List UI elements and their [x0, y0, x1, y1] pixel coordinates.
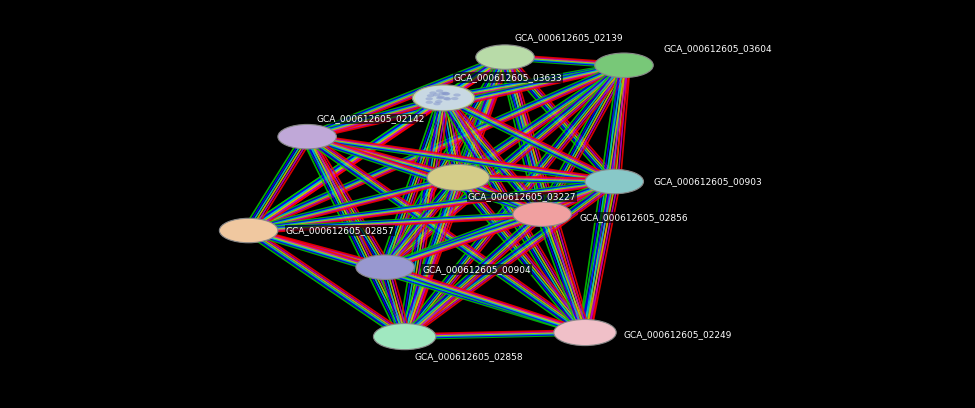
- Circle shape: [476, 45, 534, 69]
- Circle shape: [219, 218, 278, 243]
- Circle shape: [356, 255, 414, 279]
- Circle shape: [442, 92, 449, 95]
- Circle shape: [425, 97, 433, 100]
- Circle shape: [435, 100, 443, 103]
- Circle shape: [429, 91, 437, 95]
- Text: GCA_000612605_03633: GCA_000612605_03633: [453, 73, 563, 82]
- Circle shape: [444, 98, 451, 100]
- Text: GCA_000612605_02249: GCA_000612605_02249: [624, 330, 732, 339]
- Text: GCA_000612605_03604: GCA_000612605_03604: [663, 44, 771, 53]
- Circle shape: [439, 92, 447, 95]
- Circle shape: [433, 93, 441, 96]
- Text: GCA_000612605_02857: GCA_000612605_02857: [286, 226, 394, 235]
- Circle shape: [443, 97, 450, 100]
- Text: GCA_000612605_00904: GCA_000612605_00904: [422, 265, 530, 274]
- Circle shape: [436, 89, 444, 93]
- Text: GCA_000612605_02856: GCA_000612605_02856: [579, 213, 687, 222]
- Circle shape: [433, 102, 441, 105]
- Circle shape: [425, 101, 433, 104]
- Circle shape: [427, 164, 489, 191]
- Circle shape: [585, 169, 644, 194]
- Circle shape: [442, 92, 448, 95]
- Circle shape: [415, 86, 472, 110]
- Circle shape: [412, 85, 475, 111]
- Circle shape: [451, 97, 458, 100]
- Circle shape: [373, 324, 436, 350]
- Text: GCA_000612605_03227: GCA_000612605_03227: [468, 193, 576, 202]
- Circle shape: [443, 92, 450, 95]
- Text: GCA_000612605_02858: GCA_000612605_02858: [414, 353, 523, 361]
- Circle shape: [513, 202, 571, 226]
- Circle shape: [554, 319, 616, 346]
- Circle shape: [595, 53, 653, 78]
- Circle shape: [278, 124, 336, 149]
- Text: GCA_000612605_02139: GCA_000612605_02139: [515, 33, 623, 42]
- Circle shape: [436, 96, 444, 100]
- Circle shape: [427, 94, 434, 97]
- Circle shape: [437, 95, 445, 98]
- Circle shape: [453, 93, 461, 97]
- Text: GCA_000612605_00903: GCA_000612605_00903: [653, 177, 762, 186]
- Text: GCA_000612605_02142: GCA_000612605_02142: [317, 114, 425, 123]
